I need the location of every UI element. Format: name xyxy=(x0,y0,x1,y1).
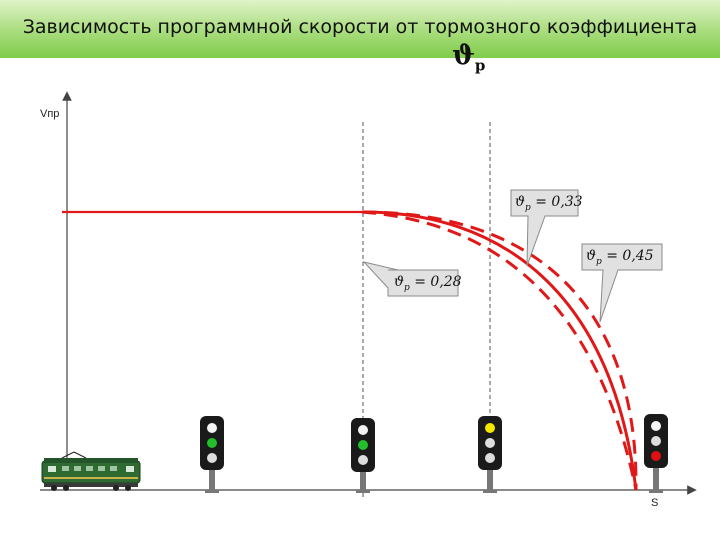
callout-028 xyxy=(362,261,459,297)
symbol-theta: ϑ xyxy=(452,40,475,71)
signal-1-lamp-top xyxy=(207,423,217,433)
callout-028-value: = 0,28 xyxy=(409,274,462,290)
signal-1-lamp-mid xyxy=(207,438,217,448)
signal-3-lamp-top xyxy=(485,423,495,433)
slide-title: Зависимость программной скорости от торм… xyxy=(22,16,698,38)
callout-045-label: ϑp = 0,45 xyxy=(586,248,654,267)
signal-2 xyxy=(351,418,375,493)
braking-curve-045 xyxy=(361,210,638,491)
signal-4-lamp-mid xyxy=(651,436,661,446)
locomotive-icon xyxy=(41,451,141,491)
symbol-subscript: p xyxy=(474,56,486,75)
callout-028-sub: p xyxy=(404,282,410,293)
braking-curve-028 xyxy=(361,210,638,491)
callout-033-symbol: ϑ xyxy=(515,194,526,210)
signal-4-lamp-top xyxy=(651,421,661,431)
y-axis-label: Vпр xyxy=(40,108,60,120)
callout-033 xyxy=(510,189,579,267)
callout-028-symbol: ϑ xyxy=(394,274,405,290)
callout-045 xyxy=(581,243,663,323)
callout-045-sub: p xyxy=(596,256,602,267)
x-axis-label: S xyxy=(651,497,659,509)
signal-2-lamp-mid xyxy=(358,440,368,450)
signal-2-lamp-bottom xyxy=(358,455,368,465)
signal-3-lamp-bottom xyxy=(485,453,495,463)
callout-033-sub: p xyxy=(525,202,531,213)
signal-4-lamp-bottom xyxy=(651,451,661,461)
signal-3 xyxy=(478,416,502,493)
callout-045-value: = 0,45 xyxy=(601,248,654,264)
signal-3-lamp-mid xyxy=(485,438,495,448)
callout-033-value: = 0,33 xyxy=(530,194,583,210)
signal-4 xyxy=(644,414,668,493)
callout-045-symbol: ϑ xyxy=(586,248,597,264)
signal-1-lamp-bottom xyxy=(207,453,217,463)
title-bar xyxy=(0,0,720,58)
braking-coefficient-symbol: ϑp xyxy=(452,42,485,73)
callout-033-label: ϑp = 0,33 xyxy=(515,194,583,213)
signal-1 xyxy=(200,416,224,493)
signal-2-lamp-top xyxy=(358,425,368,435)
callout-028-label: ϑp = 0,28 xyxy=(394,274,462,293)
